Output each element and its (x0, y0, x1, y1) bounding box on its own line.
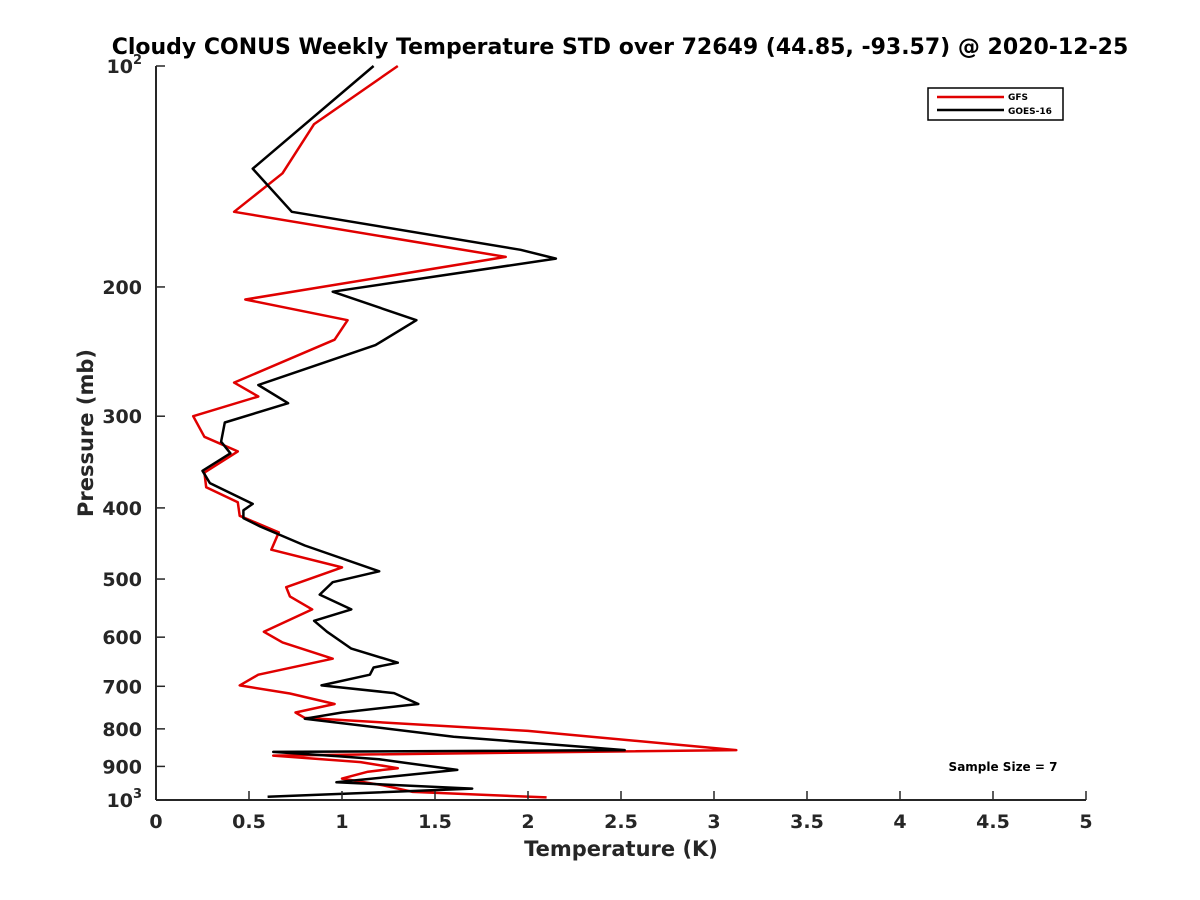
legend-label-gfs: GFS (1008, 93, 1028, 103)
y-tick-label: 600 (102, 627, 142, 649)
legend: GFS GOES-16 (927, 87, 1064, 121)
x-axis-label: Temperature (K) (524, 837, 718, 861)
y-axis-label: Pressure (mb) (74, 349, 98, 517)
x-tick-label: 2.5 (604, 811, 638, 833)
y-tick-label: 700 (102, 676, 142, 698)
legend-box (927, 87, 1064, 121)
y-ticks: 102 200 300 400 500 600 700 800 900 103 (102, 53, 165, 812)
x-tick-label: 1.5 (418, 811, 452, 833)
y-tick-label: 400 (102, 498, 142, 520)
y-tick-label: 500 (102, 569, 142, 591)
y-tick-label: 200 (102, 277, 142, 299)
x-tick-label: 4 (893, 811, 906, 833)
x-tick-label: 0.5 (232, 811, 266, 833)
x-tick-label: 5 (1079, 811, 1092, 833)
plot-area (191, 64, 738, 799)
x-tick-label: 2 (521, 811, 534, 833)
legend-label-goes16: GOES-16 (1008, 107, 1052, 117)
x-tick-label: 1 (335, 811, 348, 833)
x-tick-label: 0 (149, 811, 162, 833)
x-ticks: 0 0.5 1 1.5 2 2.5 3 3.5 4 4.5 5 (149, 791, 1093, 833)
chart-title: Cloudy CONUS Weekly Temperature STD over… (112, 35, 1129, 60)
sample-size-annotation: Sample Size = 7 (949, 760, 1058, 774)
y-tick-label: 103 (107, 787, 143, 812)
y-tick-label: 300 (102, 406, 142, 428)
y-tick-label: 102 (107, 53, 143, 78)
x-tick-label: 3.5 (790, 811, 824, 833)
x-tick-label: 4.5 (976, 811, 1010, 833)
y-tick-label: 900 (102, 756, 142, 778)
x-tick-label: 3 (707, 811, 720, 833)
series-line-gfs (191, 64, 738, 799)
series-line-goes16 (201, 65, 626, 799)
y-tick-label: 800 (102, 719, 142, 741)
